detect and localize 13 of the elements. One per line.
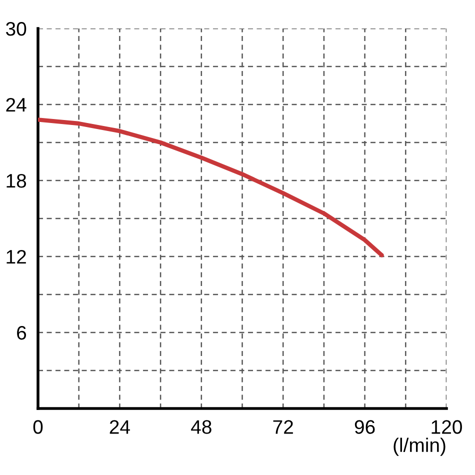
x-tick-label: 24 (110, 420, 130, 434)
y-tick-label: 6 (17, 326, 26, 340)
x-tick-label: 48 (191, 420, 212, 434)
line-series (38, 118, 384, 258)
y-tick-label: 30 (6, 22, 26, 36)
x-tick-label: 120 (432, 420, 462, 434)
x-tick-label: 0 (33, 420, 43, 434)
x-tick-label: 72 (273, 420, 293, 434)
x-tick-label: 96 (354, 420, 375, 434)
y-tick-label: 24 (6, 98, 26, 112)
y-tick-label: 12 (6, 250, 26, 264)
x-axis-title: (l/min) (394, 438, 446, 456)
y-tick-label: 18 (6, 174, 26, 188)
